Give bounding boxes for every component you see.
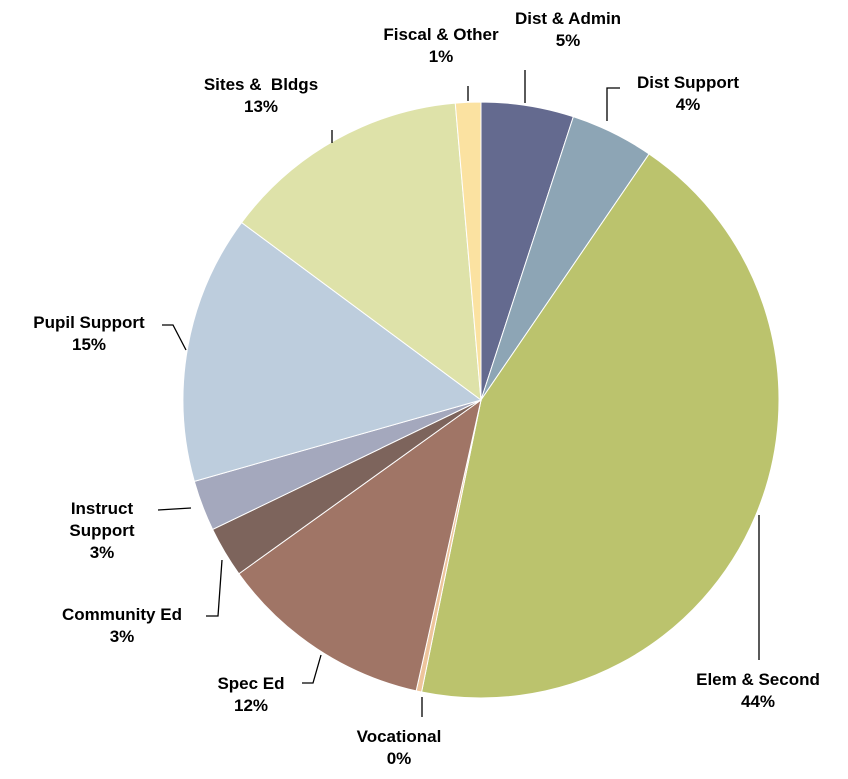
leader-line-community-ed — [206, 559, 223, 617]
pie-slice-elem-and-second — [420, 153, 780, 699]
label-percent-community-ed: 3% — [110, 627, 135, 646]
data-label-community-ed: Community Ed 3% — [62, 605, 182, 646]
label-percent-dist-and-admin: 5% — [556, 31, 581, 50]
label-name-elem-and-second: Elem & Second — [696, 670, 820, 689]
label-name-dist-support: Dist Support — [637, 73, 739, 92]
label-percent-dist-support: 4% — [676, 95, 701, 114]
pie-slice-fiscal-and-other — [454, 101, 482, 401]
label-percent-instruct-support: 3% — [90, 543, 115, 562]
data-label-spec-ed: Spec Ed 12% — [217, 674, 284, 715]
label-name-fiscal-and-other: Fiscal & Other — [383, 25, 499, 44]
data-label-vocational: Vocational 0% — [357, 727, 442, 768]
data-label-pupil-support: Pupil Support 15% — [33, 313, 145, 354]
label-percent-vocational: 0% — [387, 749, 412, 768]
label-name-spec-ed: Spec Ed — [217, 674, 284, 693]
leader-line-dist-support — [606, 87, 620, 121]
leader-line-spec-ed — [302, 654, 322, 684]
data-label-sites-and-bldgs: Sites & Bldgs 13% — [204, 75, 318, 116]
label-name-community-ed: Community Ed — [62, 605, 182, 624]
leader-line-pupil-support — [162, 324, 187, 351]
label-name-pupil-support: Pupil Support — [33, 313, 145, 332]
label-percent-fiscal-and-other: 1% — [429, 47, 454, 66]
pie-slice-sites-and-bldgs — [240, 102, 482, 402]
leader-lines-layer — [157, 70, 760, 717]
pie-slice-spec-ed — [238, 398, 482, 692]
label-name-dist-and-admin: Dist & Admin — [515, 9, 621, 28]
label-name-sites-and-bldgs: Sites & Bldgs — [204, 75, 318, 94]
label-name-instruct-support-line-2: Support — [69, 521, 134, 540]
label-percent-sites-and-bldgs: 13% — [244, 97, 278, 116]
data-label-dist-support: Dist Support 4% — [637, 73, 739, 114]
label-name-vocational: Vocational — [357, 727, 442, 746]
data-label-fiscal-and-other: Fiscal & Other 1% — [383, 25, 499, 66]
pie-slice-pupil-support — [182, 221, 483, 482]
leader-line-instruct-support — [157, 507, 192, 511]
data-label-instruct-support: Instruct Support 3% — [69, 499, 134, 562]
slices-layer — [182, 101, 780, 699]
label-percent-spec-ed: 12% — [234, 696, 268, 715]
label-name-instruct-support-line-1: Instruct — [71, 499, 134, 518]
data-label-elem-and-second: Elem & Second 44% — [696, 670, 820, 711]
label-percent-pupil-support: 15% — [72, 335, 106, 354]
data-label-dist-and-admin: Dist & Admin 5% — [515, 9, 621, 50]
label-percent-elem-and-second: 44% — [741, 692, 775, 711]
labels-layer: Dist & Admin 5% Dist Support 4% Elem & Secon… — [33, 9, 820, 768]
